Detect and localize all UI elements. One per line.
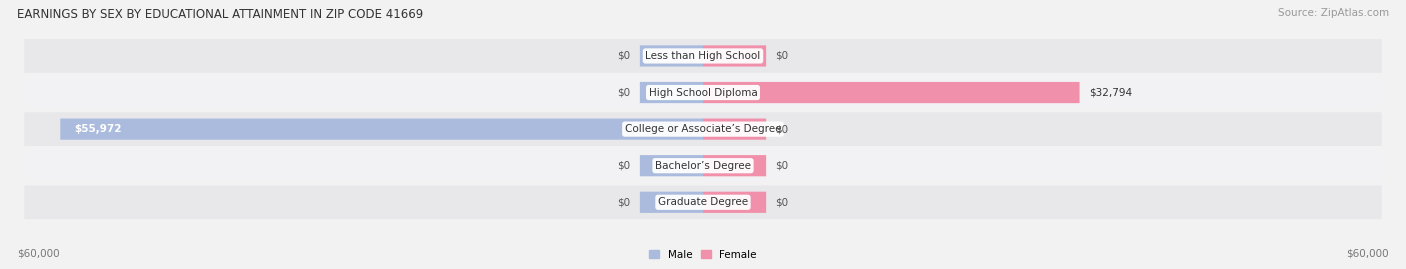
FancyBboxPatch shape xyxy=(60,119,703,140)
Text: $0: $0 xyxy=(617,161,631,171)
FancyBboxPatch shape xyxy=(640,82,703,103)
Text: $60,000: $60,000 xyxy=(17,248,59,258)
Text: $0: $0 xyxy=(617,197,631,207)
FancyBboxPatch shape xyxy=(24,76,1382,109)
Text: $0: $0 xyxy=(775,51,789,61)
Text: High School Diploma: High School Diploma xyxy=(648,87,758,98)
Text: $0: $0 xyxy=(775,124,789,134)
FancyBboxPatch shape xyxy=(703,82,1080,103)
FancyBboxPatch shape xyxy=(703,45,766,66)
Text: $32,794: $32,794 xyxy=(1088,87,1132,98)
FancyBboxPatch shape xyxy=(24,112,1382,146)
FancyBboxPatch shape xyxy=(703,155,766,176)
FancyBboxPatch shape xyxy=(703,119,766,140)
Text: $55,972: $55,972 xyxy=(75,124,121,134)
FancyBboxPatch shape xyxy=(703,192,766,213)
Text: Source: ZipAtlas.com: Source: ZipAtlas.com xyxy=(1278,8,1389,18)
Text: College or Associate’s Degree: College or Associate’s Degree xyxy=(624,124,782,134)
FancyBboxPatch shape xyxy=(24,149,1382,183)
Text: $0: $0 xyxy=(775,161,789,171)
Text: Bachelor’s Degree: Bachelor’s Degree xyxy=(655,161,751,171)
Text: Less than High School: Less than High School xyxy=(645,51,761,61)
FancyBboxPatch shape xyxy=(24,185,1382,219)
Text: $0: $0 xyxy=(617,87,631,98)
Text: EARNINGS BY SEX BY EDUCATIONAL ATTAINMENT IN ZIP CODE 41669: EARNINGS BY SEX BY EDUCATIONAL ATTAINMEN… xyxy=(17,8,423,21)
FancyBboxPatch shape xyxy=(640,155,703,176)
FancyBboxPatch shape xyxy=(640,192,703,213)
FancyBboxPatch shape xyxy=(24,39,1382,73)
Legend: Male, Female: Male, Female xyxy=(645,245,761,264)
Text: $0: $0 xyxy=(617,51,631,61)
Text: Graduate Degree: Graduate Degree xyxy=(658,197,748,207)
FancyBboxPatch shape xyxy=(640,45,703,66)
Text: $60,000: $60,000 xyxy=(1347,248,1389,258)
Text: $0: $0 xyxy=(775,197,789,207)
